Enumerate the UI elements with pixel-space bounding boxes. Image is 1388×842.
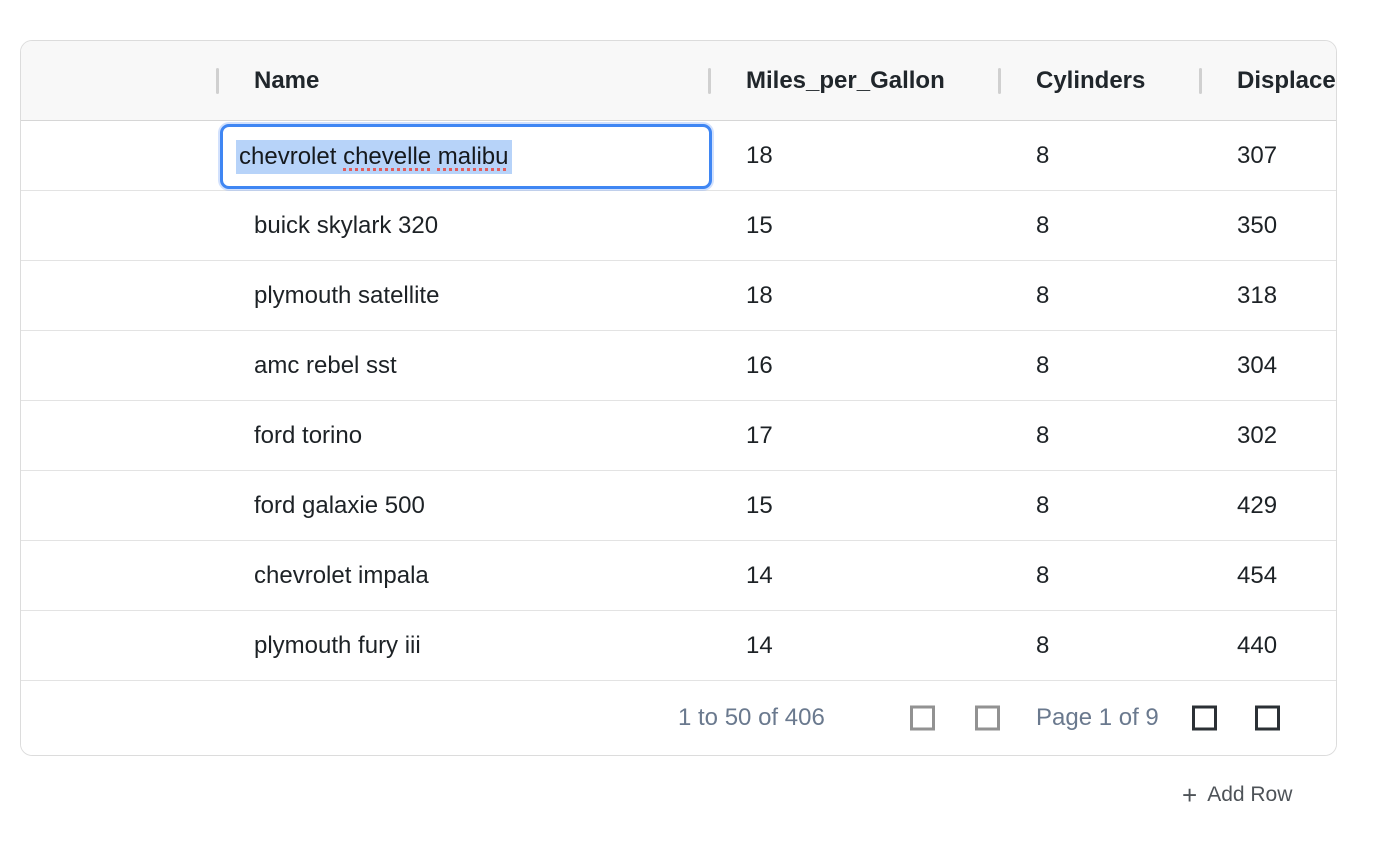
column-resize-handle[interactable] bbox=[1199, 67, 1202, 94]
name-cell[interactable]: buick skylark 320 bbox=[254, 211, 439, 239]
cylinders-cell[interactable]: 8 bbox=[1036, 561, 1050, 589]
mpg-cell[interactable]: 18 bbox=[746, 141, 773, 169]
table-row: amc rebel sst 16 8 304 bbox=[21, 331, 1336, 401]
last-page-icon[interactable] bbox=[1255, 705, 1280, 731]
mpg-cell[interactable]: 15 bbox=[746, 491, 773, 519]
table-row: buick skylark 320 15 8 350 bbox=[21, 191, 1336, 261]
pagination-bar: 1 to 50 of 406 Page 1 of 9 bbox=[21, 681, 1336, 755]
table-row: chevrolet impala 14 8 454 bbox=[21, 541, 1336, 611]
data-grid: Name Miles_per_Gallon Cylinders Displace… bbox=[20, 40, 1337, 756]
displacement-cell[interactable]: 454 bbox=[1237, 561, 1278, 589]
editor-word-misspelled: chevelle bbox=[343, 142, 432, 170]
displacement-cell[interactable]: 429 bbox=[1237, 491, 1278, 519]
row-gutter-cell[interactable] bbox=[21, 541, 216, 610]
displacement-cell[interactable]: 440 bbox=[1237, 631, 1278, 659]
row-gutter-cell[interactable] bbox=[21, 261, 216, 330]
column-resize-handle[interactable] bbox=[708, 67, 711, 94]
header-mpg-label: Miles_per_Gallon bbox=[746, 66, 945, 94]
mpg-cell[interactable]: 18 bbox=[746, 281, 773, 309]
next-page-icon[interactable] bbox=[1192, 705, 1217, 731]
mpg-cell[interactable]: 14 bbox=[746, 561, 773, 589]
name-cell[interactable]: chevrolet impala bbox=[254, 561, 429, 589]
mpg-cell[interactable]: 16 bbox=[746, 351, 773, 379]
cylinders-cell[interactable]: 8 bbox=[1036, 351, 1050, 379]
column-resize-handle[interactable] bbox=[998, 67, 1001, 94]
displacement-cell[interactable]: 304 bbox=[1237, 351, 1278, 379]
table-row: ford galaxie 500 15 8 429 bbox=[21, 471, 1336, 541]
mpg-cell[interactable]: 14 bbox=[746, 631, 773, 659]
displacement-cell[interactable]: 350 bbox=[1237, 211, 1278, 239]
name-cell[interactable]: ford galaxie 500 bbox=[254, 491, 425, 519]
previous-page-icon[interactable] bbox=[975, 705, 1000, 731]
row-gutter-cell[interactable] bbox=[21, 331, 216, 400]
header-name-label: Name bbox=[254, 66, 320, 94]
table-row: ford torino 17 8 302 bbox=[21, 401, 1336, 471]
page-summary: Page 1 of 9 bbox=[1036, 704, 1159, 731]
add-row-label: Add Row bbox=[1207, 783, 1293, 806]
header-name[interactable]: Name bbox=[216, 41, 708, 120]
cylinders-cell[interactable]: 8 bbox=[1036, 491, 1050, 519]
cylinders-cell[interactable]: 8 bbox=[1036, 631, 1050, 659]
header-miles-per-gallon[interactable]: Miles_per_Gallon bbox=[708, 41, 998, 120]
cell-editor[interactable]: chevrolet chevelle malibu bbox=[220, 124, 712, 189]
row-gutter-cell[interactable] bbox=[21, 121, 216, 190]
cylinders-cell[interactable]: 8 bbox=[1036, 281, 1050, 309]
header-cylinders-label: Cylinders bbox=[1036, 66, 1146, 94]
row-gutter-cell[interactable] bbox=[21, 401, 216, 470]
mpg-cell[interactable]: 15 bbox=[746, 211, 773, 239]
displacement-cell[interactable]: 302 bbox=[1237, 421, 1278, 449]
header-gutter bbox=[21, 41, 216, 120]
table-row: plymouth fury iii 14 8 440 bbox=[21, 611, 1336, 681]
add-row-button[interactable]: + Add Row bbox=[1182, 782, 1292, 808]
name-cell[interactable]: plymouth fury iii bbox=[254, 631, 421, 659]
name-cell[interactable]: plymouth satellite bbox=[254, 281, 440, 309]
mpg-cell[interactable]: 17 bbox=[746, 421, 773, 449]
row-gutter-cell[interactable] bbox=[21, 611, 216, 680]
row-range-summary: 1 to 50 of 406 bbox=[678, 704, 825, 731]
add-icon: + bbox=[1182, 780, 1198, 810]
name-cell[interactable]: amc rebel sst bbox=[254, 351, 397, 379]
cell-editor-selected-text: chevrolet chevelle malibu bbox=[236, 139, 512, 174]
column-resize-handle[interactable] bbox=[216, 67, 219, 94]
name-cell[interactable]: ford torino bbox=[254, 421, 363, 449]
header-displacement-label: Displacement bbox=[1237, 66, 1336, 94]
editor-word-misspelled: malibu bbox=[437, 142, 509, 170]
row-gutter-cell[interactable] bbox=[21, 471, 216, 540]
row-gutter-cell[interactable] bbox=[21, 191, 216, 260]
table-row: plymouth satellite 18 8 318 bbox=[21, 261, 1336, 331]
displacement-cell[interactable]: 307 bbox=[1237, 141, 1278, 169]
first-page-icon[interactable] bbox=[910, 705, 935, 731]
header-displacement[interactable]: Displacement bbox=[1199, 41, 1336, 120]
grid-header: Name Miles_per_Gallon Cylinders Displace… bbox=[21, 41, 1336, 121]
cylinders-cell[interactable]: 8 bbox=[1036, 211, 1050, 239]
editor-word: chevrolet bbox=[239, 142, 337, 170]
cylinders-cell[interactable]: 8 bbox=[1036, 421, 1050, 449]
header-cylinders[interactable]: Cylinders bbox=[998, 41, 1199, 120]
cylinders-cell[interactable]: 8 bbox=[1036, 141, 1050, 169]
table-body: 18 8 307 buick skylark 320 15 8 350 plym… bbox=[21, 121, 1336, 681]
displacement-cell[interactable]: 318 bbox=[1237, 281, 1278, 309]
